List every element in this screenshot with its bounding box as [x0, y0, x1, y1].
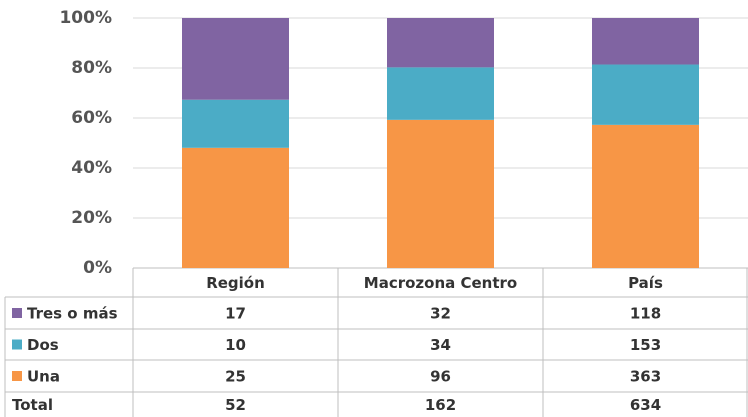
y-tick-label: 100%: [59, 8, 112, 28]
bar-segment: [592, 18, 699, 65]
table-cell: 52: [225, 396, 246, 414]
table-cell: 118: [630, 305, 661, 323]
bar-segment: [387, 18, 494, 68]
table-cell: 634: [630, 396, 661, 414]
y-tick-label: 0%: [83, 258, 112, 278]
bar-segment: [182, 147, 289, 268]
legend-label: Una: [27, 368, 60, 386]
legend-key: [12, 339, 22, 350]
table-cell: 25: [225, 368, 246, 386]
table-cell: 10: [225, 336, 246, 354]
bar-segment: [182, 99, 289, 148]
bar-segment: [387, 119, 494, 268]
legend-key: [12, 371, 22, 381]
x-tick-label: País: [628, 274, 663, 292]
x-tick-label: Macrozona Centro: [364, 274, 517, 292]
bar-segment: [592, 64, 699, 125]
y-tick-label: 20%: [71, 208, 112, 228]
table-cell: 363: [630, 368, 661, 386]
table-cell: 17: [225, 305, 246, 323]
table-cell: 34: [430, 336, 451, 354]
y-tick-label: 60%: [71, 108, 112, 128]
bar-segment: [182, 18, 289, 100]
legend-label: Dos: [27, 336, 59, 354]
y-tick-label: 40%: [71, 158, 112, 178]
x-tick-label: Región: [206, 274, 265, 292]
bar-segment: [387, 67, 494, 120]
table-cell: 96: [430, 368, 451, 386]
table-cell: 162: [425, 396, 456, 414]
y-tick-label: 80%: [71, 58, 112, 78]
table-cell: 32: [430, 305, 451, 323]
table-row-label: Total: [12, 396, 53, 414]
legend-label: Tres o más: [27, 305, 118, 323]
legend-key: [12, 308, 22, 318]
bar-segment: [592, 124, 699, 268]
table-cell: 153: [630, 336, 661, 354]
